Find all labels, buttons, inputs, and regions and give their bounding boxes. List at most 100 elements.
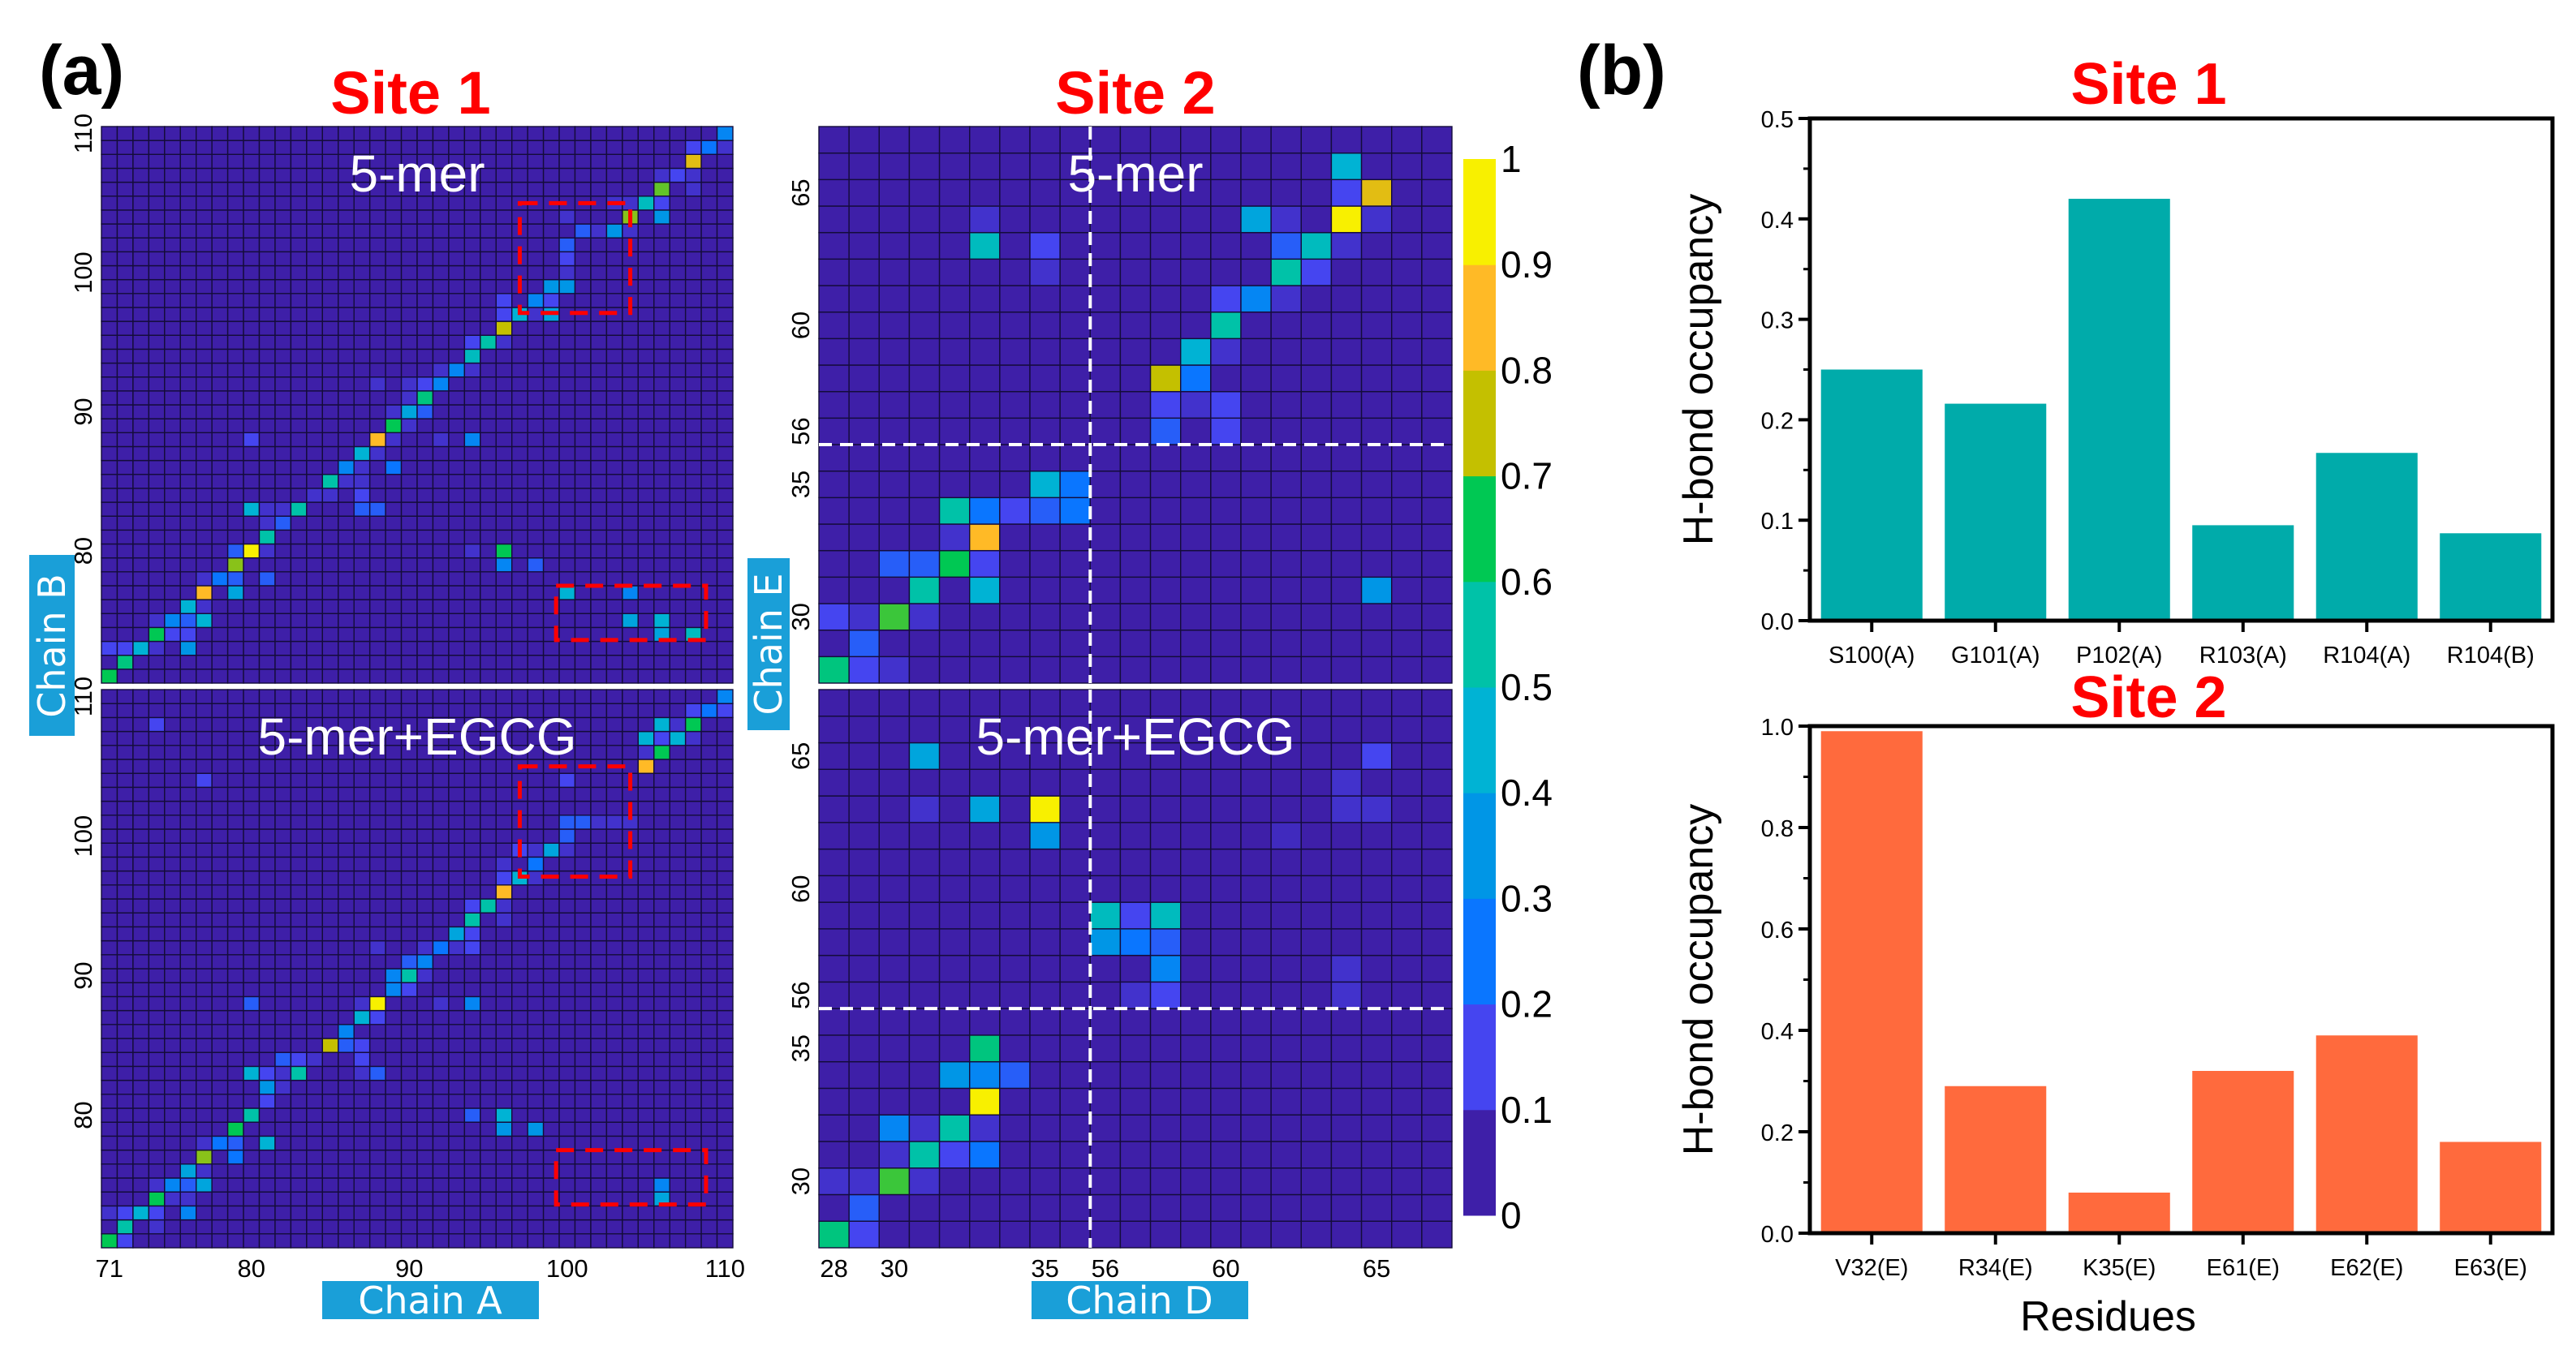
heatmap-cell <box>818 523 850 552</box>
heatmap-cell <box>226 828 244 844</box>
colorbar-tick-label: 0.7 <box>1501 455 1553 497</box>
heatmap-cell <box>116 320 134 336</box>
heatmap-cell <box>179 126 197 141</box>
heatmap-cell <box>148 703 166 719</box>
heatmap-cell <box>353 1038 371 1053</box>
heatmap-cell <box>243 1009 261 1025</box>
heatmap-cell <box>969 444 1001 472</box>
heatmap-cell <box>590 800 608 816</box>
heatmap-cell <box>1240 311 1272 340</box>
heatmap-cell <box>542 501 560 517</box>
heatmap-cell <box>653 348 670 364</box>
heatmap-cell <box>700 689 718 704</box>
heatmap-cell <box>878 390 911 419</box>
heatmap-cell <box>179 1038 197 1053</box>
heatmap-cell <box>338 529 355 545</box>
heatmap-cell <box>448 828 466 844</box>
heatmap-cell <box>716 968 734 983</box>
heatmap-cell <box>148 898 166 914</box>
category-label: V32(E) <box>1835 1255 1908 1281</box>
heatmap-cell <box>848 231 880 260</box>
heatmap-cell <box>1391 1167 1423 1196</box>
heatmap-cell <box>590 167 608 183</box>
heatmap-cell <box>243 209 261 225</box>
heatmap-cell <box>368 571 386 587</box>
heatmap-cell <box>448 1079 466 1095</box>
heatmap-cell <box>999 523 1031 552</box>
heatmap-cell <box>226 599 244 614</box>
heatmap-cell <box>622 1219 639 1235</box>
heatmap-cell <box>1300 795 1333 823</box>
heatmap-cell <box>716 126 734 141</box>
chain-d-label: Chain D <box>1032 1279 1248 1322</box>
heatmap-cell <box>480 223 497 239</box>
heatmap-cell <box>195 1219 213 1235</box>
heatmap-cell <box>495 181 513 197</box>
heatmap-cell <box>432 585 450 600</box>
heatmap-cell <box>432 1094 450 1109</box>
heatmap-cell <box>495 995 513 1012</box>
heatmap-cell <box>338 786 355 802</box>
heatmap-cell <box>878 126 911 154</box>
heatmap-cell <box>132 320 150 336</box>
heatmap-cell <box>148 655 166 670</box>
heatmap-cell <box>385 1079 403 1095</box>
heatmap-cell <box>558 223 576 239</box>
heatmap-cell <box>243 278 261 295</box>
heatmap-cell <box>542 1135 560 1151</box>
heatmap-cell <box>179 745 197 760</box>
heatmap-cell <box>716 745 734 760</box>
heatmap-cell <box>432 655 450 670</box>
heatmap-cell <box>590 459 608 475</box>
heatmap-cell <box>590 1065 608 1081</box>
heatmap-cell <box>637 307 655 322</box>
heatmap-cell <box>274 954 292 970</box>
heatmap-cell <box>368 800 386 816</box>
heatmap-cell <box>605 1163 623 1179</box>
heatmap-cell <box>116 842 134 858</box>
heatmap-cell <box>258 912 276 928</box>
heatmap-cell <box>400 669 418 684</box>
heatmap-cell <box>1330 928 1363 957</box>
heatmap-cell <box>258 599 276 614</box>
heatmap-cell <box>480 1233 497 1249</box>
heatmap-cell <box>511 1219 528 1235</box>
heatmap-cell <box>400 515 418 531</box>
heatmap-cell <box>480 293 497 308</box>
heatmap-cell <box>448 223 466 239</box>
heatmap-cell <box>463 1121 481 1137</box>
heatmap-cell <box>432 1177 450 1193</box>
heatmap-cell <box>101 856 118 872</box>
heatmap-cell <box>542 488 560 503</box>
heatmap-cell <box>684 293 702 308</box>
heatmap-cell <box>590 772 608 789</box>
heatmap-cell <box>101 982 118 998</box>
heatmap-cell <box>684 1233 702 1249</box>
heatmap-cell <box>558 445 576 462</box>
heatmap-cell <box>164 320 181 336</box>
heatmap-cell <box>290 543 308 559</box>
heatmap-cell <box>1089 497 1122 525</box>
heatmap-cell <box>321 223 339 239</box>
heatmap-cell <box>637 334 655 350</box>
heatmap-cell <box>132 716 150 733</box>
heatmap-cell <box>338 251 355 267</box>
heatmap-cell <box>716 320 734 336</box>
heatmap-cell <box>211 445 229 462</box>
heatmap-cell <box>1330 338 1363 366</box>
heatmap-cell <box>274 251 292 267</box>
heatmap-cell <box>338 432 355 448</box>
heatmap-cell <box>101 1009 118 1025</box>
heatmap-cell <box>116 1135 134 1151</box>
heatmap-cell <box>148 501 166 517</box>
heatmap-cell <box>848 338 880 366</box>
heatmap-cell <box>716 772 734 789</box>
heatmap-cell <box>527 320 545 336</box>
heatmap-cell <box>574 1233 592 1249</box>
heatmap-cell <box>448 334 466 350</box>
heatmap-cell <box>622 1079 639 1095</box>
heatmap-cell <box>226 1009 244 1025</box>
heatmap-cell <box>353 223 371 239</box>
heatmap-cell <box>1240 689 1272 717</box>
